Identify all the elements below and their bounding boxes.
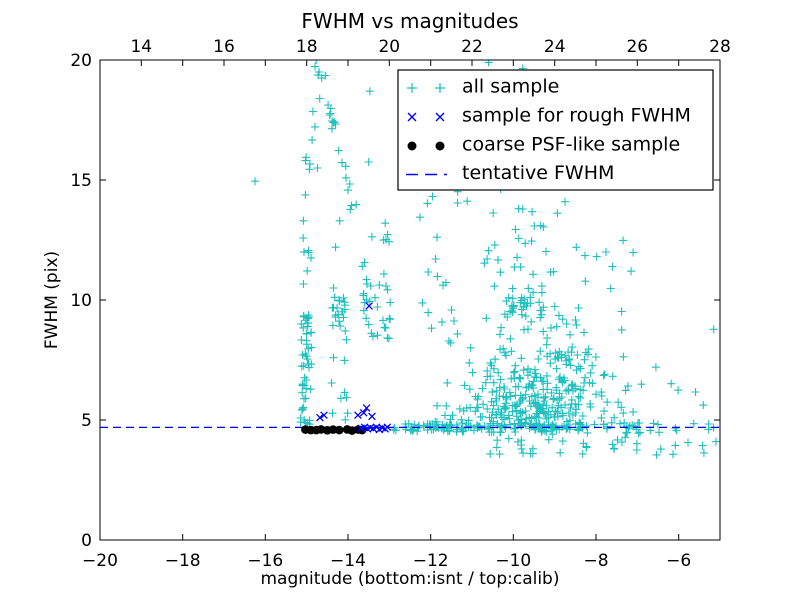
coarse-psf-like-points: [301, 425, 367, 435]
y-tick-label: 15: [70, 171, 92, 191]
x-top-tick-label: 26: [626, 37, 648, 57]
x-bottom-tick-label: −18: [165, 551, 201, 571]
legend-label-psf-like: coarse PSF-like sample: [462, 134, 680, 156]
y-tick-label: 20: [70, 51, 92, 71]
legend-circle-marker: [407, 141, 417, 151]
x-top-tick-label: 22: [461, 37, 483, 57]
legend-x-marker: [435, 112, 445, 122]
legend-plus-marker: [407, 83, 417, 93]
tick-marks: [99, 59, 721, 541]
legend-frame: [397, 69, 714, 191]
x-bottom-tick-label: −20: [82, 551, 118, 571]
y-tick-label: 0: [81, 531, 92, 551]
legend-markers: [406, 83, 447, 176]
x-bottom-tick-label: −12: [413, 551, 449, 571]
x-bottom-tick-label: −8: [583, 551, 608, 571]
x-top-tick-label: 28: [709, 37, 731, 57]
scatter-data-layer: [100, 60, 720, 459]
x-bottom-tick-label: −16: [247, 551, 283, 571]
x-bottom-tick-label: −6: [666, 551, 691, 571]
all-sample-points: [251, 60, 720, 459]
legend-box: all sample sample for rough FWHM coarse …: [397, 69, 714, 191]
legend-label-tentative-fwhm: tentative FWHM: [462, 162, 614, 184]
plot-title: FWHM vs magnitudes: [301, 9, 518, 33]
x-bottom-tick-label: −14: [330, 551, 366, 571]
y-axis-label: FWHM (pix): [42, 251, 62, 349]
y-tick-label: 5: [81, 411, 92, 431]
x-axis-label: magnitude (bottom:isnt / top:calib): [261, 569, 560, 589]
x-top-tick-label: 18: [296, 37, 318, 57]
legend-label-rough-fwhm: sample for rough FWHM: [462, 105, 691, 127]
x-top-tick-label: 14: [130, 37, 152, 57]
axes-layer: −20 −18 −16 −14 −12 −10 −8 −6 14 16 18 20 22 24 26 28 0 5…: [70, 37, 730, 571]
x-top-tick-label: 20: [378, 37, 400, 57]
legend-circle-marker: [435, 141, 445, 151]
x-top-tick-label: 16: [213, 37, 235, 57]
x-top-tick-label: 24: [544, 37, 566, 57]
x-bottom-tick-label: −10: [495, 551, 531, 571]
legend-x-marker: [407, 112, 417, 122]
y-tick-label: 10: [70, 291, 92, 311]
legend-label-all-sample: all sample: [462, 76, 559, 98]
rough-fwhm-points: [316, 302, 392, 434]
legend-plus-marker: [435, 83, 445, 93]
